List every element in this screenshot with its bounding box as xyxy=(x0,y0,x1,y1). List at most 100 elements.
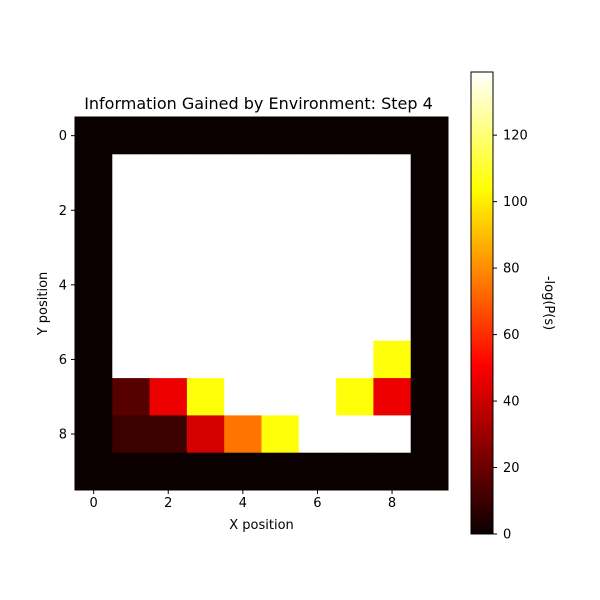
heatmap-cell xyxy=(224,266,262,304)
heatmap-cell xyxy=(336,154,374,192)
heatmap-cell xyxy=(75,117,113,155)
heatmap-cell xyxy=(336,452,374,491)
heatmap-cell xyxy=(261,378,300,416)
chart-title: Information Gained by Environment: Step … xyxy=(84,94,433,113)
heatmap-cell xyxy=(410,303,449,342)
heatmap-cell xyxy=(373,266,412,304)
heatmap-cell xyxy=(298,228,337,267)
heatmap-cell xyxy=(373,415,412,454)
heatmap-cell xyxy=(261,415,300,454)
colorbar-label: -log(P(s) xyxy=(541,276,556,330)
heatmap-cell xyxy=(410,117,449,155)
heatmap-cell xyxy=(149,415,188,454)
heatmap-cell xyxy=(112,303,150,342)
heatmap-cell xyxy=(75,191,113,230)
x-tick-label: 6 xyxy=(313,496,321,511)
heatmap-cell xyxy=(261,452,300,491)
heatmap-cell xyxy=(224,303,262,342)
y-tick-label: 8 xyxy=(59,428,67,443)
heatmap-cell xyxy=(410,340,449,379)
heatmap-cell xyxy=(298,154,337,192)
heatmap-cell xyxy=(75,415,113,454)
y-tick-label: 6 xyxy=(59,353,67,368)
heatmap-cell xyxy=(112,228,150,267)
colorbar-tick-label: 60 xyxy=(503,328,520,343)
heatmap-cell xyxy=(298,303,337,342)
heatmap-cell xyxy=(298,378,337,416)
heatmap-cell xyxy=(149,117,188,155)
heatmap-cell xyxy=(186,303,225,342)
heatmap-cell xyxy=(336,303,374,342)
y-tick-label: 4 xyxy=(59,278,67,293)
heatmap-cell xyxy=(186,378,225,416)
heatmap-cell xyxy=(149,452,188,491)
colorbar-gradient xyxy=(470,71,494,535)
heatmap-cell xyxy=(112,378,150,416)
heatmap-cell xyxy=(410,154,449,192)
colorbar-tick-label: 0 xyxy=(503,528,511,543)
heatmap-cell xyxy=(298,266,337,304)
heatmap-cell xyxy=(112,266,150,304)
colorbar-tick-label: 40 xyxy=(503,395,520,410)
x-tick-label: 4 xyxy=(239,496,247,511)
heatmap-cell xyxy=(373,452,412,491)
y-axis-ticks: 0 2 4 6 8 xyxy=(59,129,75,443)
y-axis-label: Y position xyxy=(36,272,51,337)
heatmap-cell xyxy=(224,415,262,454)
heatmap-cell xyxy=(75,452,113,491)
heatmap-cell xyxy=(410,415,449,454)
heatmap-cell xyxy=(112,154,150,192)
heatmap-cell xyxy=(75,378,113,416)
heatmap-cell xyxy=(75,154,113,192)
heatmap-cell xyxy=(112,415,150,454)
heatmap-cell xyxy=(373,378,412,416)
heatmap-cell xyxy=(410,452,449,491)
heatmap-cell xyxy=(75,340,113,379)
heatmap-cell xyxy=(224,452,262,491)
heatmap-cell xyxy=(373,154,412,192)
heatmap-cell xyxy=(261,303,300,342)
heatmap-cell xyxy=(336,378,374,416)
heatmap-cell xyxy=(149,340,188,379)
heatmap-cell xyxy=(298,415,337,454)
heatmap-cell xyxy=(373,340,412,379)
heatmap-cell xyxy=(336,340,374,379)
heatmap-cell xyxy=(224,154,262,192)
heatmap-cell xyxy=(224,378,262,416)
colorbar: 0 20 40 60 80 100 120 -log(P(s) xyxy=(470,71,556,543)
heatmap-cell xyxy=(298,117,337,155)
heatmap-cell xyxy=(261,340,300,379)
heatmap-cell xyxy=(261,117,300,155)
colorbar-tick-label: 20 xyxy=(503,461,520,476)
heatmap-cell xyxy=(149,378,188,416)
heatmap-cell xyxy=(112,191,150,230)
colorbar-ticks: 0 20 40 60 80 100 120 xyxy=(493,129,528,543)
heatmap-cell xyxy=(186,154,225,192)
plot-frame xyxy=(74,116,449,491)
y-tick-label: 2 xyxy=(59,204,67,219)
heatmap-cell xyxy=(298,452,337,491)
heatmap-cell xyxy=(186,415,225,454)
heatmap-cell xyxy=(149,228,188,267)
heatmap-cell xyxy=(373,117,412,155)
heatmap-cell xyxy=(112,452,150,491)
heatmap-cell xyxy=(298,191,337,230)
heatmap-cell xyxy=(410,228,449,267)
heatmap-cell xyxy=(336,117,374,155)
heatmap-cell xyxy=(336,415,374,454)
heatmap-cell xyxy=(186,452,225,491)
heatmap-cell xyxy=(112,340,150,379)
heatmap-cell xyxy=(75,303,113,342)
heatmap-cell xyxy=(410,266,449,304)
x-tick-label: 0 xyxy=(90,496,98,511)
heatmap-cell xyxy=(224,228,262,267)
heatmap-cell xyxy=(149,191,188,230)
heatmap-cell xyxy=(224,117,262,155)
heatmap-cell xyxy=(410,378,449,416)
y-tick-label: 0 xyxy=(59,129,67,144)
heatmap-cell xyxy=(336,191,374,230)
heatmap-cell xyxy=(410,191,449,230)
heatmap-cell xyxy=(336,266,374,304)
colorbar-tick-label: 80 xyxy=(503,262,520,277)
